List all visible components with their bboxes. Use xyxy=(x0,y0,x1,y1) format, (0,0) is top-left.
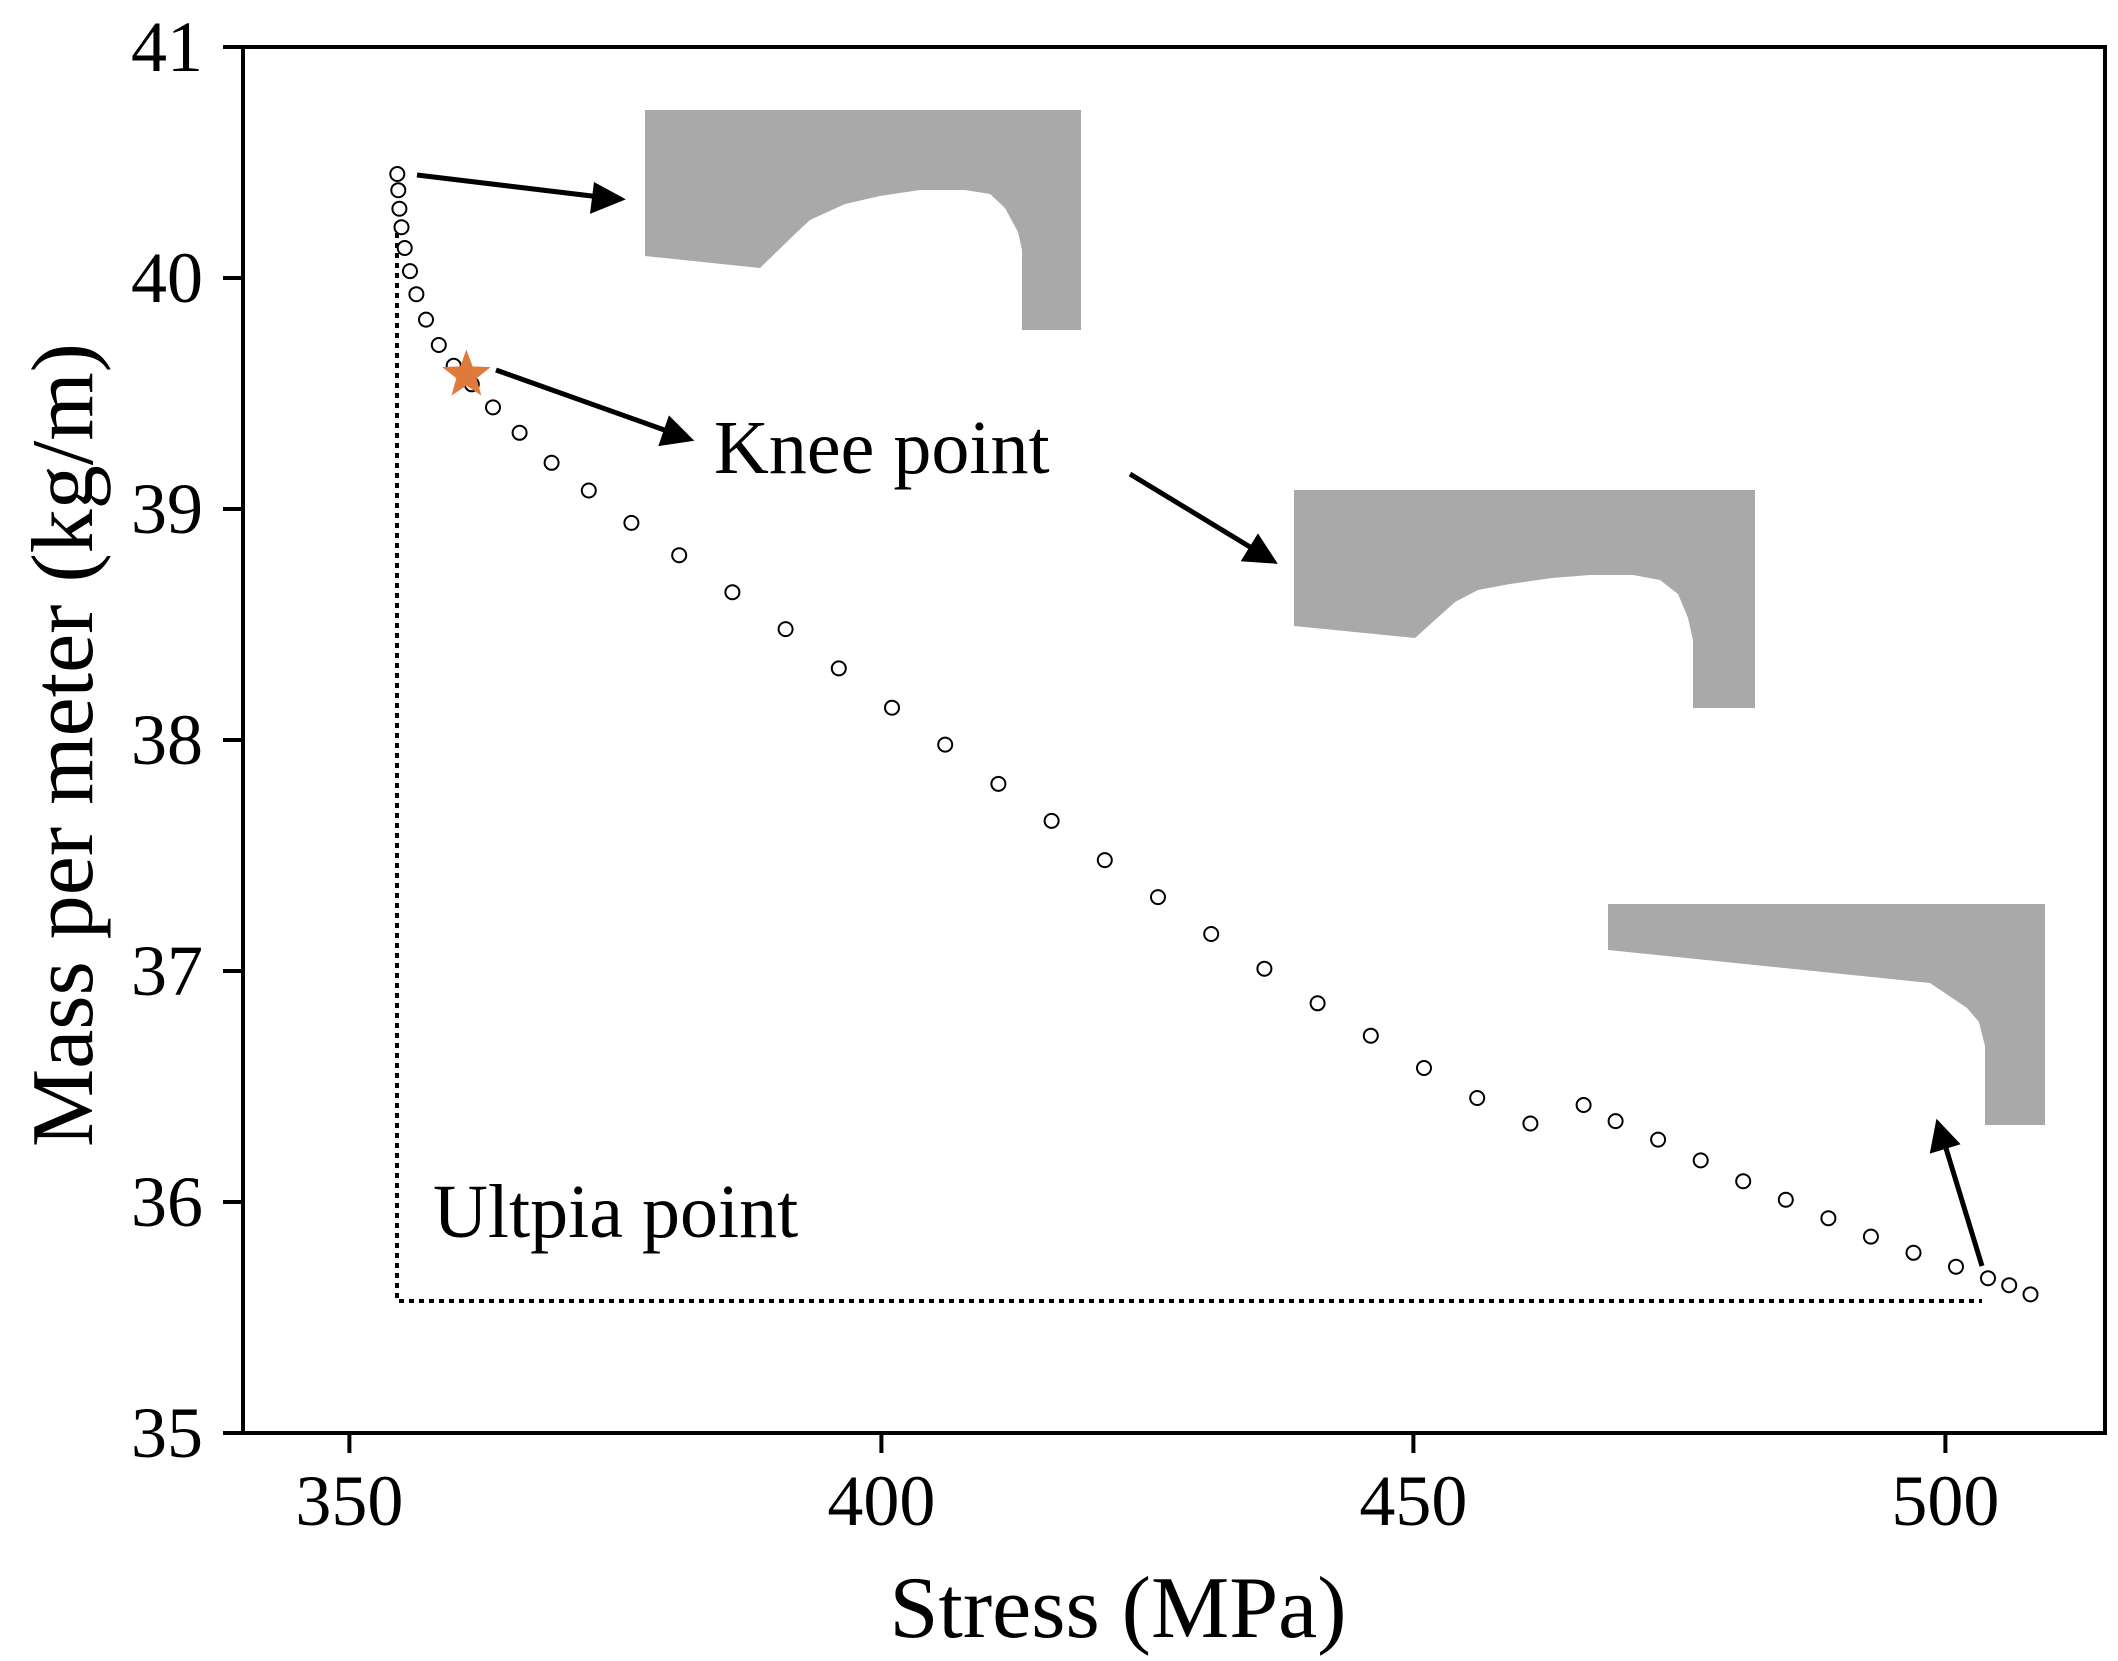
data-point xyxy=(1862,1228,1879,1245)
data-point xyxy=(1905,1244,1922,1261)
annotation-arrows xyxy=(416,172,1985,1267)
section-shape-bottom xyxy=(1608,904,2045,1125)
data-point xyxy=(1522,1115,1539,1132)
utopia-dotted-line xyxy=(395,223,1982,1303)
section-shapes xyxy=(645,110,2045,1125)
arrow-top-line xyxy=(416,172,601,200)
data-point xyxy=(1416,1060,1432,1076)
data-point xyxy=(1820,1210,1837,1227)
data-point xyxy=(1096,852,1113,869)
arrow-bottom-line xyxy=(1942,1144,1985,1267)
x-tick-label: 450 xyxy=(1359,1461,1467,1541)
arrow-top-head xyxy=(589,182,626,214)
y-tick-label: 36 xyxy=(131,1162,203,1242)
data-point xyxy=(408,286,425,303)
x-tick-label: 400 xyxy=(827,1461,935,1541)
data-point xyxy=(390,182,407,199)
data-point xyxy=(391,200,408,217)
data-point xyxy=(1980,1270,1996,1287)
arrow-middle-line xyxy=(1128,471,1257,553)
arrow-bottom-head xyxy=(1929,1118,1961,1154)
data-point xyxy=(389,166,406,182)
data-point xyxy=(2001,1277,2018,1294)
data-point xyxy=(1650,1131,1667,1148)
data-point xyxy=(1469,1090,1486,1106)
arrow-middle-head xyxy=(1240,533,1278,564)
data-point xyxy=(485,399,501,416)
y-tick-label: 35 xyxy=(131,1393,203,1473)
data-point xyxy=(724,584,741,601)
data-point xyxy=(937,736,954,753)
data-point xyxy=(418,311,434,328)
x-tick-label: 500 xyxy=(1891,1461,1999,1541)
data-point xyxy=(1043,812,1060,829)
section-shape-top xyxy=(645,110,1081,330)
arrow-knee-line xyxy=(495,367,671,435)
data-point xyxy=(777,621,794,638)
data-point xyxy=(1256,960,1273,977)
data-point xyxy=(990,775,1007,792)
knee-point-label: Knee point xyxy=(714,406,1050,490)
data-point xyxy=(2022,1286,2039,1303)
data-point xyxy=(430,337,447,353)
utopia-point-label: Ultpia point xyxy=(433,1170,798,1254)
arrow-knee-head xyxy=(658,415,695,447)
data-point xyxy=(884,699,900,716)
axis-ticks: 350 400 450 500 35 36 37 38 39 40 41 xyxy=(131,7,1999,1541)
data-point xyxy=(393,219,410,236)
section-shape-knee xyxy=(1294,490,1755,708)
data-point xyxy=(1309,995,1326,1012)
y-axis-title: Mass per meter (kg/m) xyxy=(15,343,112,1147)
data-point xyxy=(623,514,640,531)
data-point xyxy=(671,547,688,564)
y-tick-label: 37 xyxy=(131,931,203,1011)
data-point xyxy=(830,660,847,677)
series-points xyxy=(389,166,2039,1303)
data-point xyxy=(1575,1097,1592,1113)
data-point xyxy=(1735,1173,1752,1190)
knee-point-star xyxy=(442,349,491,396)
data-point xyxy=(396,240,413,256)
y-tick-label: 38 xyxy=(131,700,203,780)
data-point xyxy=(1948,1258,1964,1275)
data-point xyxy=(1607,1113,1624,1130)
data-point xyxy=(1150,889,1166,906)
data-point xyxy=(511,424,528,441)
y-tick-label: 39 xyxy=(131,469,203,549)
x-tick-label: 350 xyxy=(295,1461,403,1541)
y-tick-label: 40 xyxy=(131,238,203,318)
data-point xyxy=(580,482,597,499)
data-point xyxy=(402,263,418,280)
data-point xyxy=(1203,926,1220,942)
data-point xyxy=(1692,1152,1709,1169)
y-tick-label: 41 xyxy=(131,7,203,87)
data-point xyxy=(543,454,560,471)
data-point xyxy=(1362,1027,1379,1044)
data-point xyxy=(1777,1191,1794,1208)
x-axis-title: Stress (MPa) xyxy=(889,1560,1346,1657)
